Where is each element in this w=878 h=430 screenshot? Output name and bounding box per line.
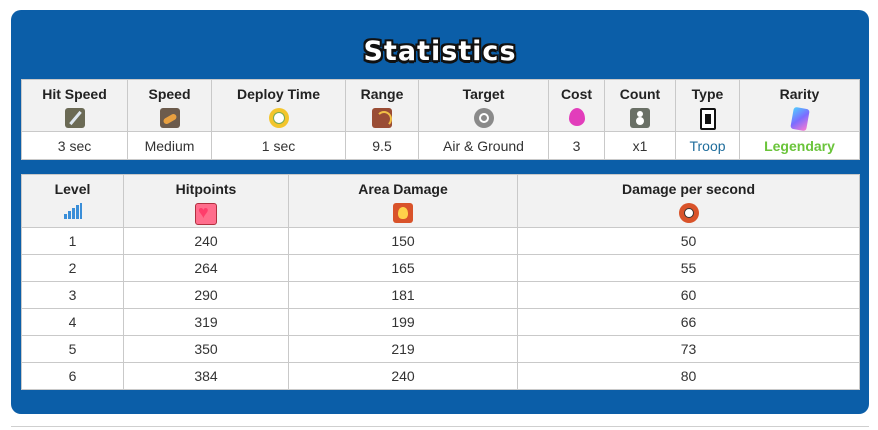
stats-table: Hit Speed Speed Deploy Time Range Target…	[21, 79, 860, 160]
rarity-cards-icon	[789, 106, 810, 132]
elixir-drop-icon	[568, 108, 585, 126]
signal-bars-icon	[63, 203, 82, 219]
table-row: 1 240 150 50	[21, 227, 860, 255]
divider	[11, 426, 869, 427]
header-level: Level	[21, 174, 124, 228]
header-damage-per-second: Damage per second	[517, 174, 860, 228]
level-header-row: Level Hitpoints Area Damage Damage per s…	[21, 174, 860, 228]
bow-icon	[372, 108, 392, 128]
value-target: Air & Ground	[418, 131, 549, 160]
heart-icon	[195, 202, 217, 225]
stats-value-row: 3 sec Medium 1 sec 9.5 Air & Ground 3 x1…	[21, 131, 860, 160]
level-stats-table: Level Hitpoints Area Damage Damage per s…	[21, 174, 860, 390]
header-hit-speed: Hit Speed	[21, 79, 128, 132]
header-area-damage: Area Damage	[288, 174, 518, 228]
crosshair-icon	[473, 108, 494, 128]
header-deploy-time: Deploy Time	[211, 79, 346, 132]
clock-icon	[268, 108, 289, 128]
header-target: Target	[418, 79, 549, 132]
value-deploy-time: 1 sec	[211, 131, 346, 160]
header-speed: Speed	[127, 79, 212, 132]
header-count: Count	[604, 79, 676, 132]
fire-icon	[393, 203, 413, 223]
value-range: 9.5	[345, 131, 419, 160]
value-hit-speed: 3 sec	[21, 131, 128, 160]
header-range: Range	[345, 79, 419, 132]
table-row: 2 264 165 55	[21, 254, 860, 282]
value-speed: Medium	[127, 131, 212, 160]
header-cost: Cost	[548, 79, 605, 132]
table-row: 3 290 181 60	[21, 281, 860, 309]
sword-icon	[64, 108, 85, 128]
troop-count-icon	[630, 108, 650, 128]
table-row: 4 319 199 66	[21, 308, 860, 336]
header-hitpoints: Hitpoints	[123, 174, 289, 228]
fire-clock-icon	[678, 203, 699, 223]
table-row: 5 350 219 73	[21, 335, 860, 363]
value-rarity: Legendary	[739, 131, 860, 160]
header-rarity: Rarity	[739, 79, 860, 132]
troop-card-icon	[699, 108, 716, 130]
value-count: x1	[604, 131, 676, 160]
header-type: Type	[675, 79, 740, 132]
panel-title: Statistics	[363, 36, 517, 67]
stats-header-row: Hit Speed Speed Deploy Time Range Target…	[21, 79, 860, 132]
value-cost: 3	[548, 131, 605, 160]
value-type-link[interactable]: Troop	[675, 131, 740, 160]
boot-icon	[159, 108, 180, 128]
table-row: 6 384 240 80	[21, 362, 860, 390]
